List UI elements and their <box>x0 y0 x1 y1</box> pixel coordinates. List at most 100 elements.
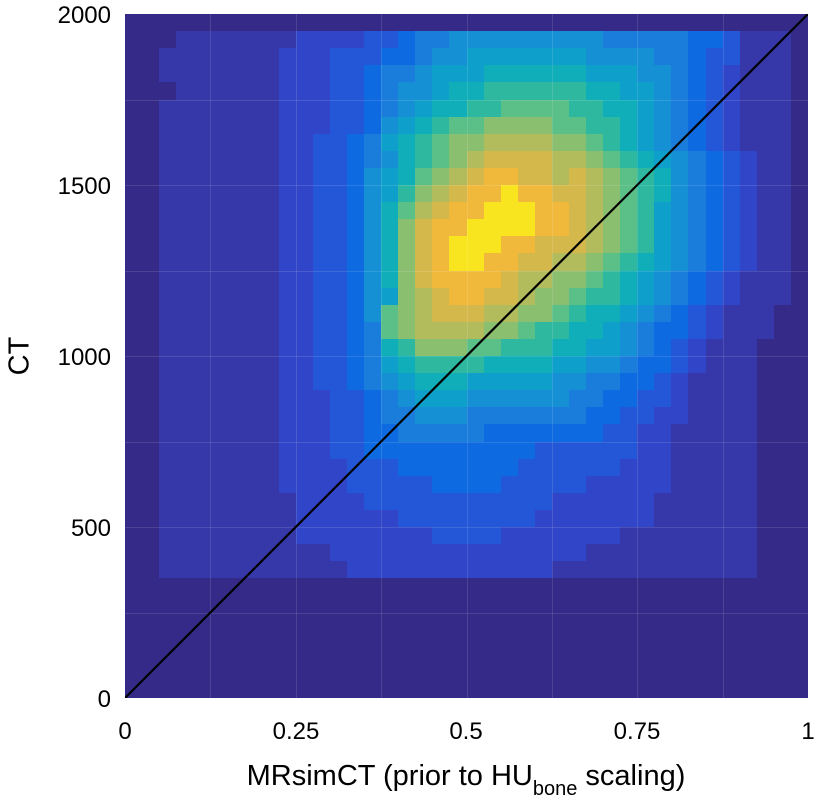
heatmap-cell <box>654 150 672 169</box>
heatmap-cell <box>722 304 741 323</box>
heatmap-cell <box>364 612 382 631</box>
heatmap-cell <box>364 424 382 443</box>
heatmap-cell <box>483 441 502 460</box>
heatmap-cell <box>500 629 519 648</box>
heatmap-cell <box>295 646 314 665</box>
heatmap-cell <box>586 578 604 596</box>
heatmap-cell <box>432 167 451 186</box>
heatmap-cell <box>142 219 160 237</box>
heatmap-cell <box>637 48 655 66</box>
heatmap-cell <box>654 527 672 545</box>
heatmap-cell <box>466 373 485 391</box>
heatmap-cell <box>517 236 536 254</box>
heatmap-cell <box>210 31 229 49</box>
heatmap-cell <box>176 31 194 49</box>
heatmap-cell <box>329 65 348 83</box>
heatmap-cell <box>432 424 451 443</box>
heatmap-cell <box>534 595 553 614</box>
heatmap-cell <box>773 48 792 66</box>
heatmap-cell <box>466 219 485 237</box>
heatmap-cell <box>620 133 638 152</box>
heatmap-cell <box>671 321 690 340</box>
heatmap-cell <box>722 458 741 477</box>
heatmap-cell <box>398 561 416 579</box>
heatmap-cell <box>534 663 553 682</box>
heatmap-cell <box>483 629 502 648</box>
heatmap-cell <box>568 270 587 289</box>
heatmap-cell <box>449 14 468 32</box>
heatmap-cell <box>381 31 399 49</box>
heatmap-cell <box>227 595 246 614</box>
heatmap-cell <box>329 150 348 169</box>
heatmap-cell <box>432 219 451 237</box>
heatmap-cell <box>142 99 160 118</box>
heatmap-cell <box>773 544 792 562</box>
heatmap-cell <box>654 133 672 152</box>
heatmap-cell <box>756 287 775 306</box>
heatmap-cell <box>534 509 553 528</box>
heatmap-cell <box>210 116 229 135</box>
heatmap-cell <box>432 646 451 665</box>
heatmap-cell <box>483 116 502 135</box>
heatmap-cell <box>432 407 451 425</box>
heatmap-cell <box>295 236 314 254</box>
heatmap-cell <box>790 680 808 698</box>
heatmap-cell <box>278 356 297 374</box>
heatmap-cell <box>176 304 194 323</box>
heatmap-cell <box>432 578 451 596</box>
heatmap-cell <box>364 65 382 83</box>
heatmap-cell <box>654 458 672 477</box>
heatmap-cell <box>125 65 143 83</box>
heatmap-cell <box>227 270 246 289</box>
heatmap-cell <box>244 680 263 698</box>
heatmap-cell <box>346 492 365 511</box>
heatmap-cell <box>210 629 229 648</box>
heatmap-cell <box>483 304 502 323</box>
heatmap-cell <box>381 441 399 460</box>
heatmap-cell <box>637 595 655 614</box>
heatmap-cell <box>517 663 536 682</box>
heatmap-cell <box>210 185 229 203</box>
heatmap-cell <box>739 680 758 698</box>
heatmap-cell <box>312 646 331 665</box>
heatmap-cell <box>671 202 690 220</box>
heatmap-cell <box>159 338 177 357</box>
heatmap-cell <box>312 390 331 408</box>
heatmap-cell <box>466 475 485 494</box>
heatmap-cell <box>398 65 416 83</box>
heatmap-cell <box>603 219 621 237</box>
heatmap-cell <box>142 424 160 443</box>
heatmap-cell <box>568 202 587 220</box>
heatmap-cell <box>295 527 314 545</box>
heatmap-cell <box>586 407 604 425</box>
heatmap-cell <box>654 167 672 186</box>
heatmap-cell <box>329 82 348 101</box>
heatmap-cell <box>500 253 519 272</box>
heatmap-cell <box>790 578 808 596</box>
heatmap-cell <box>654 561 672 579</box>
heatmap-cell <box>312 150 331 169</box>
heatmap-cell <box>227 236 246 254</box>
heatmap-cell <box>551 167 570 186</box>
heatmap-cell <box>261 185 280 203</box>
heatmap-cell <box>620 253 638 272</box>
heatmap-cell <box>159 356 177 374</box>
heatmap-cell <box>466 492 485 511</box>
heatmap-cell <box>603 407 621 425</box>
heatmap-cell <box>244 663 263 682</box>
heatmap-cell <box>261 236 280 254</box>
heatmap-cell <box>688 185 707 203</box>
heatmap-cell <box>415 509 433 528</box>
heatmap-cell <box>432 629 451 648</box>
heatmap-cell <box>449 253 468 272</box>
heatmap-cell <box>637 287 655 306</box>
heatmap-cell <box>620 31 638 49</box>
heatmap-cell <box>346 65 365 83</box>
heatmap-cell <box>551 116 570 135</box>
heatmap-cell <box>773 31 792 49</box>
heatmap-cell <box>381 561 399 579</box>
heatmap-cell <box>432 373 451 391</box>
heatmap-cell <box>142 356 160 374</box>
heatmap-cell <box>329 321 348 340</box>
heatmap-cell <box>790 167 808 186</box>
